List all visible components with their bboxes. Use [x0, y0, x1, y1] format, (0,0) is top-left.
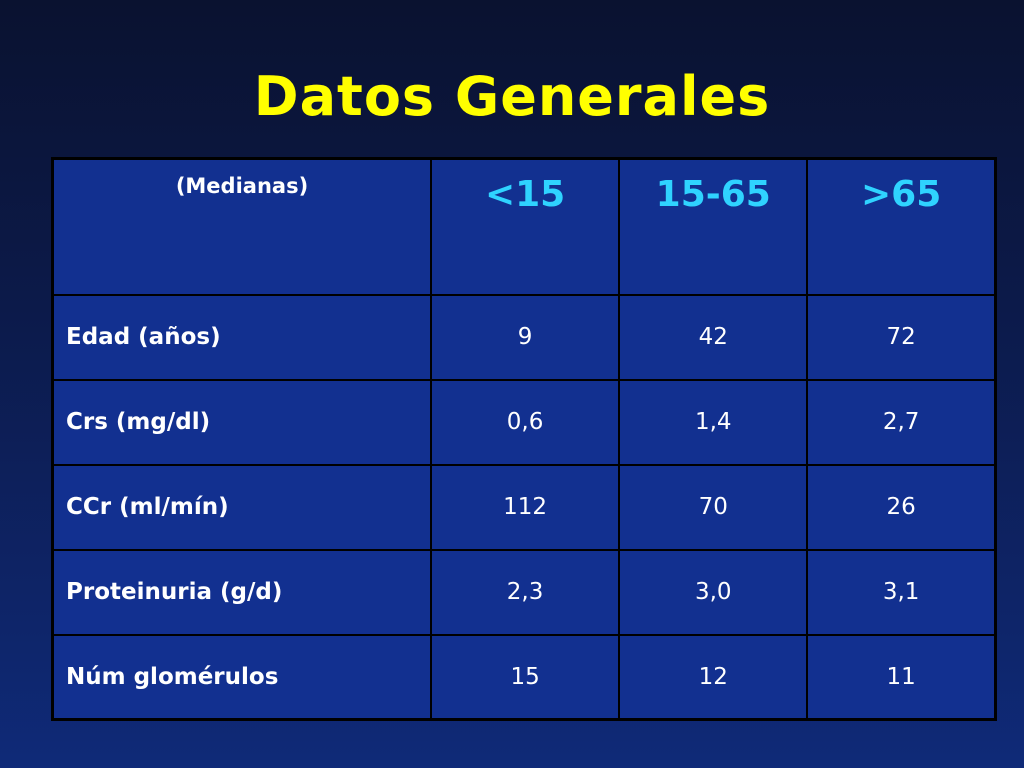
row-label: Proteinuria (g/d) [51, 548, 432, 636]
row-label: Crs (mg/dl) [51, 378, 432, 466]
table-cell: 0,6 [429, 378, 621, 466]
row-label: CCr (ml/mín) [51, 463, 432, 551]
column-header-over-65: >65 [806, 157, 997, 296]
column-header-under-15: <15 [429, 157, 621, 296]
table-cell: 42 [618, 293, 809, 381]
table-header-row: (Medianas) <15 15-65 >65 [51, 157, 997, 296]
table-cell: 3,0 [618, 548, 809, 636]
row-label: Núm glomérulos [51, 633, 432, 721]
table-cell: 72 [806, 293, 997, 381]
table-cell: 70 [618, 463, 809, 551]
row-label: Edad (años) [51, 293, 432, 381]
table-cell: 1,4 [618, 378, 809, 466]
table-row: CCr (ml/mín) 112 70 26 [51, 463, 997, 551]
table-cell: 26 [806, 463, 997, 551]
table-cell: 9 [429, 293, 621, 381]
slide-title: Datos Generales [253, 65, 771, 128]
table-row: Crs (mg/dl) 0,6 1,4 2,7 [51, 378, 997, 466]
table-cell: 11 [806, 633, 997, 721]
column-header-15-65: 15-65 [618, 157, 809, 296]
table-cell: 2,3 [429, 548, 621, 636]
data-table: (Medianas) <15 15-65 >65 Edad (años) 9 4… [51, 157, 997, 721]
table-cell: 12 [618, 633, 809, 721]
table-corner-label: (Medianas) [51, 157, 432, 296]
table-cell: 3,1 [806, 548, 997, 636]
table-row: Núm glomérulos 15 12 11 [51, 633, 997, 721]
table-row: Proteinuria (g/d) 2,3 3,0 3,1 [51, 548, 997, 636]
table-cell: 112 [429, 463, 621, 551]
table-row: Edad (años) 9 42 72 [51, 293, 997, 381]
table-cell: 2,7 [806, 378, 997, 466]
table-cell: 15 [429, 633, 621, 721]
